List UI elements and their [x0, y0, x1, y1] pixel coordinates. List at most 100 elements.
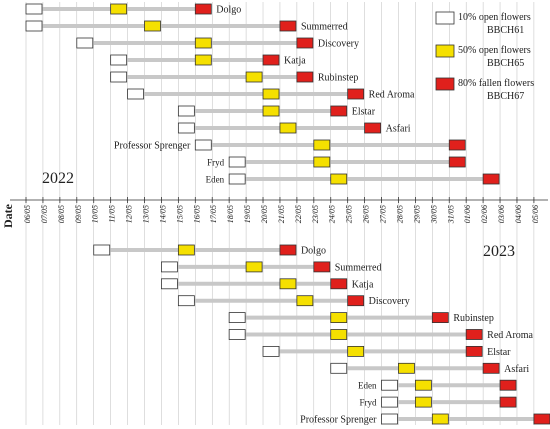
marker-bbch61	[110, 71, 128, 83]
marker-bbch61	[177, 295, 195, 307]
legend-swatch	[435, 11, 455, 25]
row-2023-asfari: Asfari	[330, 362, 529, 375]
row-2023-rubinstep: Rubinstep	[228, 312, 494, 324]
marker-bbch67	[262, 54, 280, 66]
marker-bbch65	[313, 156, 331, 168]
row-2023-dolgo: Dolgo	[93, 244, 326, 257]
row-2022-rubinstep: Rubinstep	[110, 71, 359, 84]
legend-swatch	[435, 44, 455, 58]
marker-bbch65	[245, 261, 263, 273]
row-2023-professor-sprenger: Professor Sprenger	[300, 413, 550, 426]
row-2022-red-aroma: Red Aroma	[127, 88, 415, 101]
row-2022-elstar: Elstar	[177, 105, 376, 118]
marker-bbch61	[228, 173, 246, 185]
cultivar-label: Red Aroma	[487, 330, 533, 341]
row-2022-professor-sprenger: Professor Sprenger	[114, 139, 466, 152]
marker-bbch61	[194, 139, 212, 151]
legend-item-bbch67: 80% fallen flowers BBCH67	[435, 77, 534, 102]
cultivar-label: Red Aroma	[369, 90, 415, 101]
tick-label: 04/06	[514, 205, 523, 223]
legend-code: BBCH61	[487, 25, 524, 36]
marker-bbch61	[127, 88, 144, 100]
marker-bbch65	[414, 396, 432, 408]
tick-label: 18/05	[226, 205, 235, 223]
marker-bbch67	[330, 278, 348, 290]
marker-bbch67	[194, 3, 212, 15]
cultivar-label: Eden	[358, 381, 377, 391]
marker-bbch67	[347, 295, 365, 307]
tick-label: 27/05	[379, 205, 388, 223]
tick-label: 21/05	[277, 205, 286, 223]
legend-label: 10% open flowers	[458, 12, 531, 23]
row-2023-fryd: Fryd	[360, 396, 517, 408]
marker-bbch61	[381, 413, 398, 425]
tick-label: 16/05	[192, 205, 201, 223]
marker-bbch65	[330, 173, 348, 185]
cultivar-label: Asfari	[386, 124, 411, 135]
cultivar-label: Summerred	[335, 262, 382, 273]
tick-label: 01/06	[463, 205, 472, 223]
row-2022-fryd: Fryd	[207, 156, 466, 168]
marker-bbch67	[279, 20, 297, 32]
tick-label: 31/05	[446, 205, 455, 224]
marker-bbch65	[398, 362, 415, 374]
legend-item-bbch65: 50% open flowers BBCH65	[435, 44, 531, 69]
tick-label: 17/05	[209, 205, 218, 223]
marker-bbch65	[245, 71, 263, 83]
marker-bbch65	[194, 54, 212, 66]
cultivar-label: Summerred	[301, 22, 348, 33]
tick-label: 12/05	[125, 205, 134, 223]
year-label-2023: 2023	[483, 243, 515, 260]
marker-bbch65	[313, 139, 331, 151]
marker-bbch61	[110, 54, 128, 66]
cultivar-label: Asfari	[504, 364, 529, 375]
row-2022-discovery: Discovery	[76, 37, 359, 50]
cultivar-label: Discovery	[369, 296, 410, 307]
marker-bbch61	[330, 362, 348, 374]
cultivar-label: Rubinstep	[318, 73, 359, 84]
marker-bbch67	[279, 244, 297, 256]
axis-title: Date	[1, 203, 15, 228]
tick-label: 11/05	[108, 205, 117, 223]
legend-swatch	[435, 77, 455, 91]
cultivar-label: Professor Sprenger	[300, 415, 377, 426]
tick-label: 10/05	[91, 205, 100, 223]
cultivar-label: Elstar	[352, 107, 376, 118]
legend-label: 80% fallen flowers	[458, 78, 534, 89]
tick-label: 23/05	[311, 205, 320, 223]
marker-bbch67	[499, 379, 517, 391]
legend-code: BBCH67	[487, 91, 524, 102]
marker-bbch67	[296, 71, 314, 83]
row-2022-katja: Katja	[110, 54, 306, 67]
cultivar-label: Elstar	[487, 347, 511, 358]
marker-bbch65	[347, 345, 365, 357]
marker-bbch61	[93, 244, 111, 256]
marker-bbch65	[194, 37, 212, 49]
marker-bbch65	[110, 3, 128, 15]
marker-bbch65	[279, 278, 297, 290]
cultivar-label: Rubinstep	[453, 313, 494, 324]
marker-bbch67	[330, 105, 348, 117]
row-2023-red-aroma: Red Aroma	[228, 329, 534, 341]
cultivar-label: Professor Sprenger	[114, 141, 191, 152]
tick-label: 14/05	[158, 205, 167, 223]
row-2023-summerred: Summerred	[161, 261, 382, 273]
tick-label: 19/05	[243, 205, 252, 223]
marker-bbch65	[144, 20, 161, 32]
row-2022-summerred: Summerred	[25, 20, 348, 33]
tick-label: 09/05	[74, 205, 83, 223]
row-2023-katja: Katja	[161, 278, 374, 290]
cultivar-label: Dolgo	[301, 246, 326, 257]
tick-label: 13/05	[142, 205, 151, 223]
marker-bbch65	[431, 413, 449, 425]
year-label-2022: 2022	[42, 170, 74, 187]
cultivar-label: Eden	[206, 175, 225, 185]
marker-bbch61	[177, 122, 195, 134]
row-2023-elstar: Elstar	[262, 345, 511, 358]
marker-bbch61	[381, 379, 398, 391]
tick-label: 20/05	[260, 205, 269, 223]
tick-label: 02/06	[480, 205, 489, 223]
cultivar-label: Katja	[352, 279, 374, 290]
marker-bbch67	[465, 329, 483, 340]
cultivar-label: Fryd	[207, 158, 225, 168]
